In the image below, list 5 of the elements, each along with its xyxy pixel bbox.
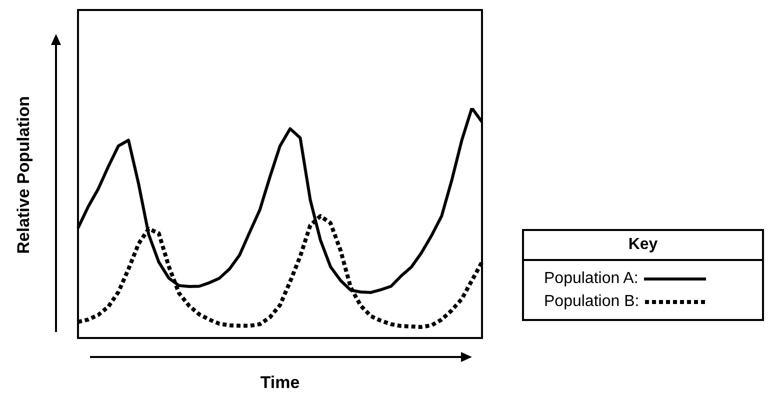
legend-label: Population B: [544,293,640,311]
y-axis-title: Relative Population [14,96,34,254]
legend-label: Population A: [544,270,638,288]
legend-title: Key [524,231,762,261]
x-axis-title: Time [260,373,300,393]
